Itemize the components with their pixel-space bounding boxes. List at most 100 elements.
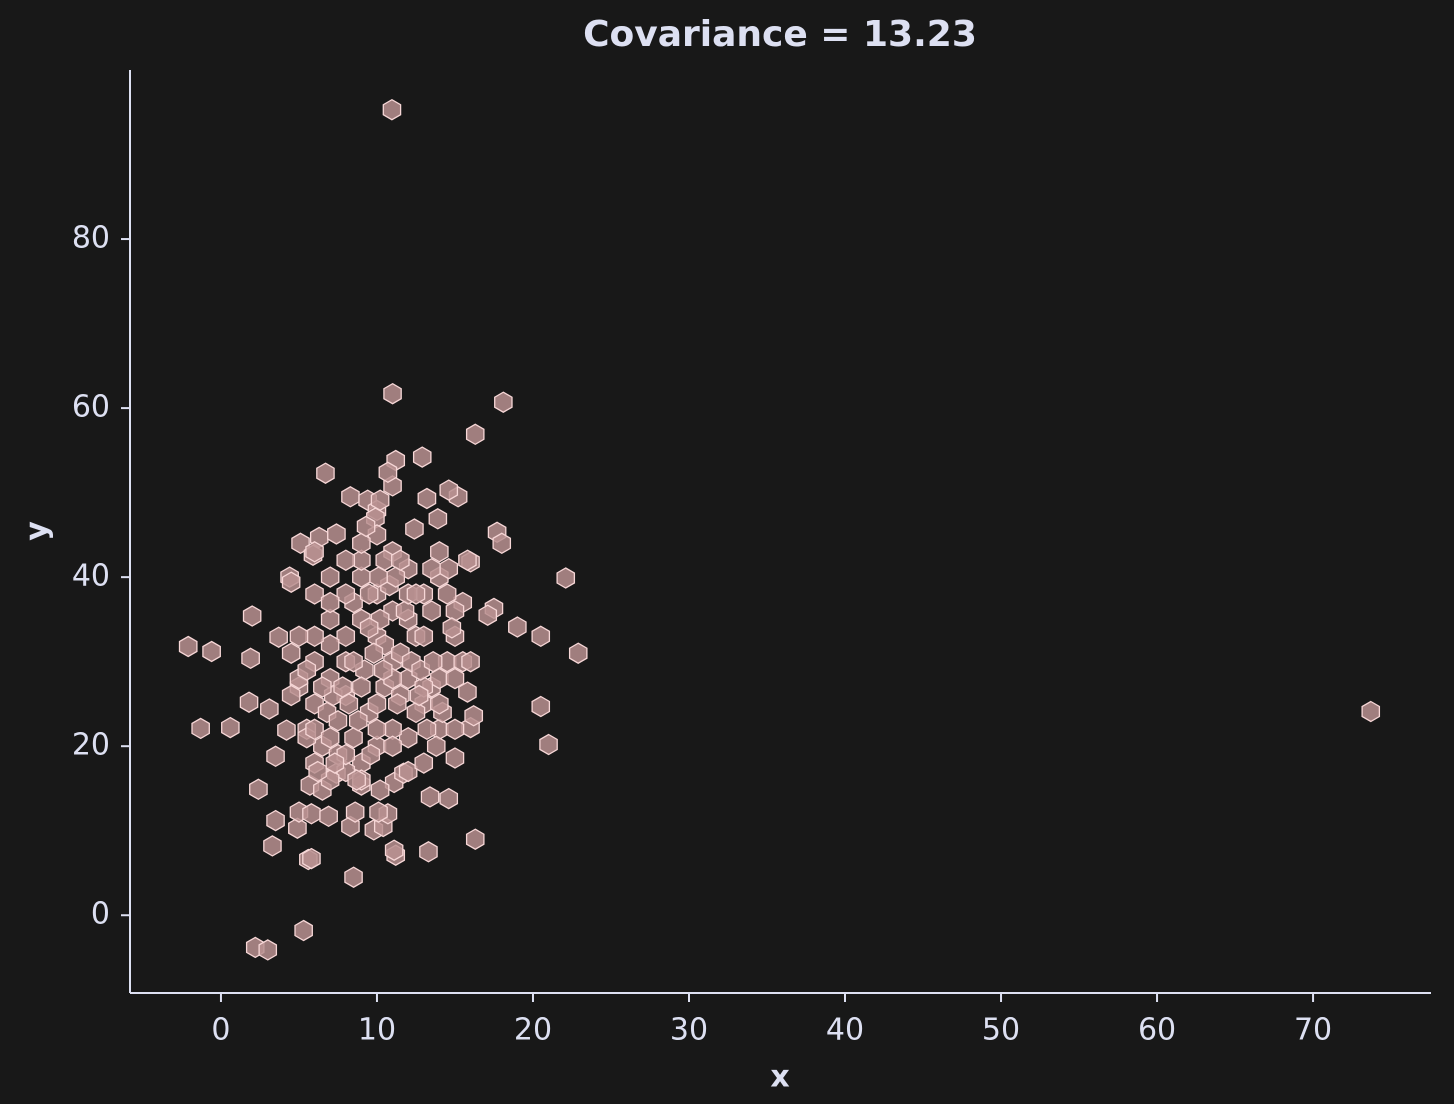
point bbox=[461, 650, 480, 673]
point bbox=[258, 939, 278, 961]
point bbox=[439, 787, 459, 810]
point bbox=[294, 919, 313, 942]
point bbox=[387, 693, 407, 715]
point bbox=[316, 462, 335, 484]
x-tick-label: 30 bbox=[670, 1013, 708, 1048]
point bbox=[369, 566, 388, 588]
x-tick-label: 60 bbox=[1138, 1013, 1176, 1048]
point bbox=[242, 605, 262, 627]
x-tick-label: 0 bbox=[211, 1013, 230, 1048]
point bbox=[336, 583, 356, 605]
point bbox=[417, 487, 437, 510]
point bbox=[348, 710, 368, 732]
x-tick-label: 50 bbox=[982, 1013, 1020, 1048]
point bbox=[320, 634, 340, 656]
point bbox=[428, 508, 448, 530]
point bbox=[239, 691, 259, 713]
point bbox=[465, 828, 485, 850]
point bbox=[178, 635, 198, 658]
x-tick-label: 20 bbox=[514, 1013, 552, 1048]
point bbox=[494, 391, 513, 413]
point bbox=[430, 541, 449, 563]
point bbox=[281, 684, 301, 707]
point bbox=[423, 650, 443, 673]
point bbox=[359, 583, 379, 605]
point bbox=[458, 549, 477, 571]
point bbox=[319, 805, 338, 828]
point bbox=[430, 693, 449, 715]
point bbox=[305, 583, 324, 605]
x-axis-label: x bbox=[770, 1060, 789, 1095]
point bbox=[347, 769, 366, 791]
point bbox=[419, 841, 438, 863]
point bbox=[266, 809, 285, 832]
point bbox=[288, 817, 307, 839]
point bbox=[263, 835, 282, 857]
point bbox=[328, 710, 348, 732]
point bbox=[344, 650, 363, 673]
point bbox=[308, 760, 327, 783]
point bbox=[344, 726, 363, 749]
point bbox=[478, 604, 498, 626]
point bbox=[327, 523, 346, 545]
point bbox=[320, 591, 340, 614]
point bbox=[508, 616, 527, 638]
point bbox=[302, 847, 321, 870]
point bbox=[191, 717, 210, 740]
point bbox=[297, 659, 317, 681]
x-tick-label: 70 bbox=[1294, 1013, 1332, 1048]
point bbox=[320, 608, 340, 631]
point bbox=[361, 743, 381, 766]
point bbox=[417, 718, 437, 741]
point bbox=[281, 571, 301, 593]
point bbox=[464, 705, 484, 727]
point bbox=[439, 479, 459, 501]
point bbox=[414, 625, 434, 648]
x-tick-label: 40 bbox=[826, 1013, 864, 1048]
point bbox=[492, 532, 512, 555]
point bbox=[341, 486, 360, 508]
point bbox=[384, 839, 404, 861]
point bbox=[336, 549, 356, 571]
point bbox=[531, 695, 551, 718]
point bbox=[406, 701, 426, 724]
point bbox=[305, 718, 324, 741]
point bbox=[568, 642, 588, 664]
point bbox=[202, 640, 221, 663]
point bbox=[221, 716, 240, 739]
point bbox=[439, 557, 459, 580]
point bbox=[412, 446, 432, 468]
point bbox=[305, 625, 324, 648]
y-tick-label: 60 bbox=[72, 390, 110, 425]
point bbox=[414, 752, 434, 774]
y-axis-label: y bbox=[20, 521, 55, 541]
point bbox=[313, 676, 332, 698]
point bbox=[336, 625, 356, 648]
point bbox=[373, 659, 393, 681]
point bbox=[352, 532, 371, 555]
point bbox=[370, 779, 390, 801]
point bbox=[405, 518, 424, 540]
point bbox=[369, 801, 388, 823]
point bbox=[277, 719, 296, 741]
point bbox=[465, 423, 485, 446]
point bbox=[437, 583, 457, 605]
point bbox=[445, 667, 465, 690]
point bbox=[367, 718, 387, 741]
point bbox=[378, 461, 398, 484]
point bbox=[556, 567, 576, 589]
point bbox=[367, 693, 387, 715]
point bbox=[241, 647, 260, 670]
point bbox=[391, 549, 410, 571]
point bbox=[409, 684, 429, 707]
point bbox=[249, 778, 268, 801]
point bbox=[359, 617, 379, 639]
y-tick-label: 80 bbox=[72, 221, 110, 256]
point bbox=[531, 625, 551, 648]
point bbox=[356, 515, 376, 538]
point bbox=[344, 866, 363, 888]
point bbox=[406, 583, 426, 605]
point bbox=[398, 760, 418, 783]
